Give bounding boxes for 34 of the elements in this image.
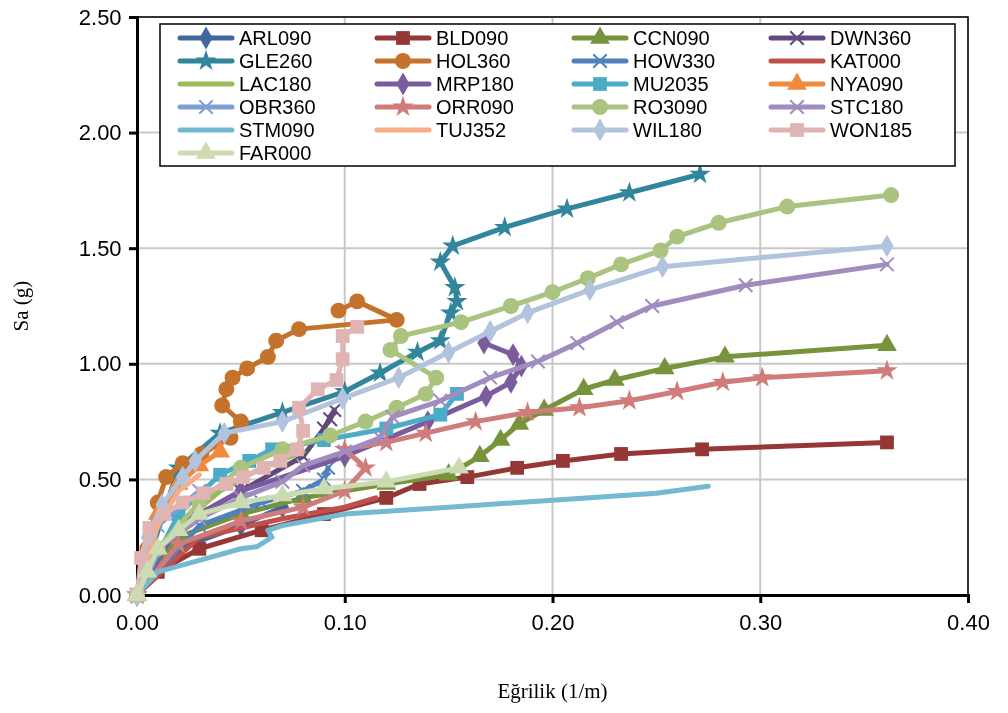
x-tick-label: 0.00 xyxy=(116,610,159,636)
legend-label: STM090 xyxy=(239,119,315,141)
x-axis-title: Eğrilik (1/m) xyxy=(497,679,608,703)
y-tick-label: 0.00 xyxy=(78,582,122,608)
legend-label: ORR090 xyxy=(436,96,514,118)
legend-label: FAR000 xyxy=(239,142,312,164)
legend-label: MU2035 xyxy=(633,73,709,95)
legend-label: CCN090 xyxy=(633,27,710,49)
legend-label: GLE260 xyxy=(239,50,313,72)
legend-label: STC180 xyxy=(830,96,904,118)
legend-label: WON185 xyxy=(830,119,913,141)
y-tick-label: 0.50 xyxy=(78,466,122,492)
x-tick-label: 0.10 xyxy=(323,610,367,636)
legend-label: LAC180 xyxy=(239,73,312,95)
x-tick-label: 0.20 xyxy=(531,610,575,636)
legend-label: TUJ352 xyxy=(436,119,507,141)
y-axis-title: Sa (g) xyxy=(9,280,33,332)
legend-label: MRP180 xyxy=(436,73,514,95)
x-tick-label: 0.30 xyxy=(739,610,783,636)
legend-label: WIL180 xyxy=(633,119,702,141)
legend-label: OBR360 xyxy=(239,96,316,118)
y-tick-label: 2.00 xyxy=(78,120,122,146)
legend-label: BLD090 xyxy=(436,27,509,49)
legend-label: NYA090 xyxy=(830,73,904,95)
x-tick-label: 0.40 xyxy=(947,610,990,636)
legend-label: RO3090 xyxy=(633,96,708,118)
legend-label: DWN360 xyxy=(830,27,912,49)
legend-label: ARL090 xyxy=(239,27,312,49)
legend-label: HOW330 xyxy=(633,50,716,72)
y-tick-label: 1.00 xyxy=(78,351,122,377)
y-tick-label: 1.50 xyxy=(78,235,122,261)
y-tick-label: 2.50 xyxy=(78,4,122,30)
legend-label: HOL360 xyxy=(436,50,511,72)
legend-label: KAT000 xyxy=(830,50,901,72)
